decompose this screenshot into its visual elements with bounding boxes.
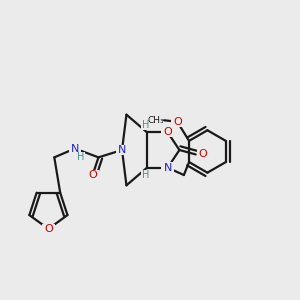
FancyBboxPatch shape (161, 162, 174, 173)
FancyBboxPatch shape (42, 224, 55, 234)
Text: N: N (71, 143, 79, 154)
Text: O: O (44, 224, 53, 234)
FancyBboxPatch shape (75, 152, 85, 161)
Text: N: N (118, 145, 126, 155)
FancyBboxPatch shape (171, 117, 184, 127)
FancyBboxPatch shape (161, 127, 174, 137)
FancyBboxPatch shape (116, 145, 128, 155)
FancyBboxPatch shape (86, 170, 99, 180)
FancyBboxPatch shape (141, 120, 151, 130)
Text: O: O (88, 170, 97, 180)
Text: N: N (164, 163, 172, 173)
Text: H: H (142, 120, 149, 130)
Text: CH₃: CH₃ (147, 116, 164, 125)
Text: H: H (76, 152, 84, 162)
Text: O: O (163, 127, 172, 137)
FancyBboxPatch shape (69, 143, 81, 154)
Text: H: H (142, 170, 149, 180)
Text: O: O (199, 149, 207, 159)
FancyBboxPatch shape (141, 170, 151, 180)
Text: O: O (173, 117, 182, 127)
FancyBboxPatch shape (197, 149, 209, 159)
